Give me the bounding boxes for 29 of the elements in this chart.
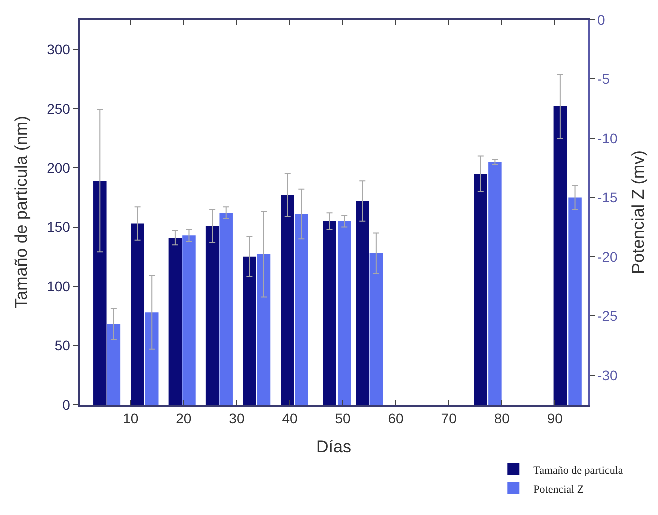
x-tick-label: 20 [176,410,192,427]
y2-tick-label: -25 [598,308,618,324]
y2-tick-label: -20 [598,248,618,265]
y2-tick-label: 0 [598,12,606,28]
y2-axis-title: Potencial Z (mv) [628,150,648,274]
y2-tick-label: -15 [598,190,618,206]
y-tick-label: 150 [47,219,71,236]
x-tick-label: 90 [547,410,564,427]
y2-tick-label: -10 [598,130,618,146]
y2-tick-label: -30 [598,367,618,384]
y-tick-label: 50 [54,338,71,354]
x-axis-title: Días [316,437,352,456]
y-axis-title: Tamaño de particula (nm) [12,116,32,309]
legend-label: Tamaño de particula [534,464,624,477]
bar [94,181,107,405]
y-tick-label: 0 [62,396,71,413]
x-tick-label: 30 [229,410,245,427]
y-tick-label: 250 [47,100,71,117]
x-tick-label: 40 [282,410,298,427]
x-tick-label: 10 [123,410,139,427]
x-tick-label: 50 [335,410,352,427]
x-tick-label: 80 [494,410,510,427]
y-tick-label: 300 [47,42,71,58]
x-tick-label: 70 [441,410,458,427]
y-tick-label: 200 [47,160,71,176]
y-tick-label: 100 [47,278,71,294]
y2-tick-label: -5 [598,71,610,88]
legend-label: Potencial Z [534,484,584,496]
x-tick-label: 60 [388,410,404,427]
